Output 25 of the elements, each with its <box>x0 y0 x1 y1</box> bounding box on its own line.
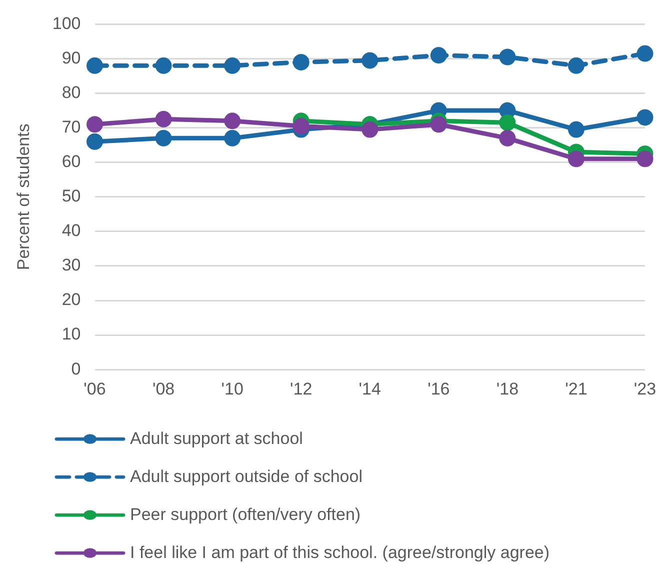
y-tick-label: 90 <box>62 48 81 68</box>
y-tick-label: 100 <box>52 14 81 33</box>
x-tick-label: '10 <box>221 379 244 398</box>
x-tick-label: '21 <box>565 379 588 398</box>
y-tick-label: 30 <box>62 256 81 275</box>
legend-label: Adult support outside of school <box>130 467 362 487</box>
y-tick-label: 60 <box>62 152 81 172</box>
x-tick-label: '23 <box>634 379 656 398</box>
y-tick-label: 50 <box>62 186 81 206</box>
x-tick-label: '16 <box>428 379 450 398</box>
legend-label: Adult support at school <box>130 429 303 449</box>
y-tick-label: 80 <box>62 82 81 102</box>
x-tick-label: '06 <box>84 379 106 398</box>
y-tick-label: 10 <box>62 324 81 344</box>
legend-label: I feel like I am part of this school. (agree/strongly agree) <box>130 543 550 563</box>
x-tick-label: '12 <box>290 379 312 398</box>
y-tick-label: 40 <box>62 221 81 240</box>
legend-label: Peer support (often/very often) <box>130 505 361 525</box>
y-tick-label: 0 <box>71 359 81 378</box>
x-tick-label: '08 <box>152 379 175 398</box>
y-tick-label: 70 <box>62 118 81 137</box>
x-tick-label: '14 <box>358 379 381 398</box>
x-tick-label: '18 <box>496 379 519 398</box>
y-tick-label: 20 <box>62 290 81 310</box>
y-axis-title: Percent of students <box>14 124 33 270</box>
